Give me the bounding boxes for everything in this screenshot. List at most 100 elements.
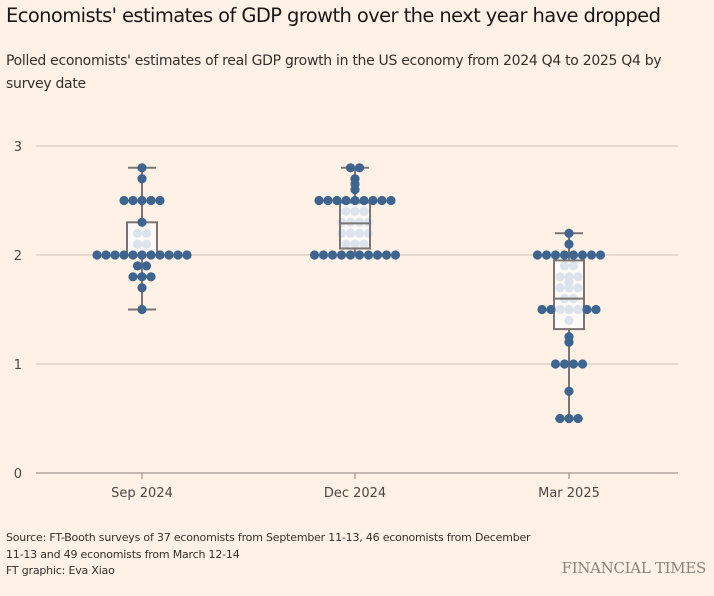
data-point: [595, 250, 606, 260]
source-line-1: Source: FT-Booth surveys of 37 economist…: [6, 531, 531, 544]
data-point: [372, 250, 383, 260]
data-point-inside-box: [132, 228, 143, 238]
data-point: [559, 359, 570, 369]
data-point-inside-box: [568, 261, 579, 271]
data-point: [137, 304, 147, 315]
y-tick-label: 2: [14, 249, 22, 264]
data-point-inside-box: [564, 315, 574, 325]
box-fill: [127, 222, 157, 255]
data-point: [550, 359, 561, 369]
data-point: [182, 250, 192, 260]
x-tick-label: Dec 2024: [324, 486, 386, 501]
data-point-inside-box: [141, 239, 152, 249]
data-point: [591, 304, 601, 315]
data-point-inside-box: [564, 304, 574, 315]
data-point: [141, 261, 152, 271]
data-point: [586, 250, 597, 260]
data-point: [155, 250, 165, 260]
data-point: [336, 250, 347, 260]
data-point: [390, 250, 401, 260]
data-point: [119, 250, 129, 260]
data-point: [354, 250, 365, 260]
data-point-inside-box: [555, 272, 565, 282]
data-point-inside-box: [354, 217, 365, 227]
data-point-inside-box: [345, 228, 356, 238]
data-point: [555, 413, 565, 424]
data-point-inside-box: [559, 261, 570, 271]
data-point: [137, 174, 147, 184]
data-point-inside-box: [336, 228, 347, 238]
data-point: [564, 228, 574, 238]
data-point-inside-box: [359, 206, 369, 216]
data-point: [350, 185, 360, 195]
data-point: [564, 337, 574, 347]
data-point: [137, 250, 147, 260]
data-point-inside-box: [345, 217, 356, 227]
data-point: [568, 250, 579, 260]
data-point: [350, 195, 360, 206]
data-point: [137, 217, 147, 227]
data-point: [110, 250, 120, 260]
data-point-inside-box: [555, 283, 565, 293]
data-point: [377, 195, 387, 206]
x-tick-label: Sep 2024: [111, 486, 173, 501]
chart-title: Economists' estimates of GDP growth over…: [6, 4, 661, 27]
data-point: [359, 195, 369, 206]
x-tick-label: Mar 2025: [538, 486, 600, 501]
data-point: [546, 304, 556, 315]
data-point: [559, 250, 570, 260]
data-point: [577, 250, 588, 260]
data-point: [128, 250, 138, 260]
footer-source: Source: FT-Booth surveys of 37 economist…: [6, 530, 566, 580]
data-point: [155, 195, 165, 206]
data-point-inside-box: [132, 239, 143, 249]
data-point: [577, 359, 588, 369]
data-point: [137, 195, 147, 206]
y-tick-label: 0: [14, 467, 22, 482]
data-point-inside-box: [141, 228, 152, 238]
data-point: [327, 250, 338, 260]
y-tick-label: 3: [14, 140, 22, 155]
data-point-inside-box: [336, 217, 347, 227]
data-point: [137, 272, 147, 282]
data-point: [345, 163, 356, 173]
data-point: [146, 272, 156, 282]
data-point: [318, 250, 329, 260]
data-point: [564, 239, 574, 249]
box-outline: [553, 259, 585, 331]
data-point: [381, 250, 392, 260]
data-point: [137, 283, 147, 293]
data-point: [532, 250, 543, 260]
data-point-inside-box: [573, 283, 583, 293]
data-point-inside-box: [363, 228, 374, 238]
data-point-inside-box: [359, 239, 369, 249]
data-point: [323, 195, 333, 206]
data-point: [541, 250, 552, 260]
source-line-2: 11-13 and 49 economists from March 12-14: [6, 547, 240, 561]
data-point: [564, 413, 574, 424]
data-point: [173, 250, 183, 260]
data-point: [345, 250, 356, 260]
data-point: [573, 413, 583, 424]
chart-subtitle: Polled economists' estimates of real GDP…: [6, 53, 662, 92]
data-point: [564, 386, 574, 396]
data-point: [146, 195, 156, 206]
data-point-inside-box: [363, 217, 374, 227]
data-point: [128, 195, 138, 206]
data-point: [314, 195, 324, 206]
data-point: [92, 250, 102, 260]
data-point-inside-box: [341, 206, 351, 216]
data-point-inside-box: [573, 272, 583, 282]
data-point-inside-box: [555, 304, 565, 315]
data-point: [354, 163, 365, 173]
data-point-inside-box: [350, 206, 360, 216]
data-point-inside-box: [350, 239, 360, 249]
data-point: [386, 195, 396, 206]
data-point: [341, 195, 351, 206]
data-point: [119, 195, 129, 206]
data-point-inside-box: [573, 304, 583, 315]
data-point-inside-box: [341, 239, 351, 249]
data-point: [137, 163, 147, 173]
data-point: [550, 250, 561, 260]
data-point: [164, 250, 174, 260]
